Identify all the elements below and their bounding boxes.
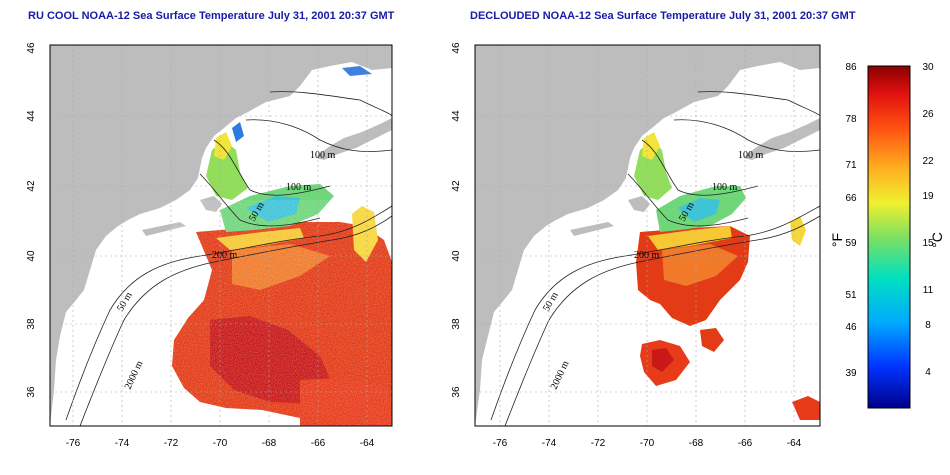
f-tick: 78 bbox=[845, 114, 857, 125]
fahrenheit-unit-label: °F bbox=[829, 233, 845, 247]
right-nova-scotia bbox=[744, 118, 820, 160]
left-land bbox=[50, 45, 392, 426]
right-y-tick: 42 bbox=[451, 180, 462, 192]
right-x-tick: -76 bbox=[493, 438, 508, 449]
c-tick: 30 bbox=[922, 62, 934, 73]
left-contour-label-200m: 200 m bbox=[212, 250, 238, 261]
right-x-tick: -64 bbox=[787, 438, 802, 449]
f-tick: 51 bbox=[845, 290, 857, 301]
left-y-tick: 40 bbox=[26, 250, 37, 262]
colorbar-fahrenheit-ticks: 86 78 71 66 59 51 46 39 bbox=[845, 62, 857, 379]
right-x-tick: -74 bbox=[542, 438, 557, 449]
left-y-axis: 36 38 40 42 44 46 bbox=[26, 42, 37, 398]
left-y-tick: 42 bbox=[26, 180, 37, 192]
left-y-tick: 36 bbox=[26, 386, 37, 398]
left-y-tick: 46 bbox=[26, 42, 37, 54]
right-contour-label-100m-a: 100 m bbox=[738, 150, 764, 161]
left-x-tick: -70 bbox=[213, 438, 228, 449]
right-contour-label-100m-b: 100 m bbox=[712, 182, 738, 193]
left-y-tick: 38 bbox=[26, 318, 37, 330]
colorbar-gradient bbox=[867, 65, 911, 409]
right-x-tick: -68 bbox=[689, 438, 704, 449]
left-contour-label-100m-b: 100 m bbox=[286, 182, 312, 193]
left-grid bbox=[50, 45, 392, 426]
c-tick: 8 bbox=[925, 320, 931, 331]
right-y-tick: 40 bbox=[451, 250, 462, 262]
left-contours bbox=[65, 91, 392, 426]
c-tick: 11 bbox=[923, 285, 934, 296]
right-y-tick: 38 bbox=[451, 318, 462, 330]
left-contour-label-100m-a: 100 m bbox=[310, 150, 336, 161]
celsius-unit-label: °C bbox=[929, 232, 945, 248]
right-y-tick: 46 bbox=[451, 42, 462, 54]
right-sst-field bbox=[634, 132, 820, 420]
c-tick: 4 bbox=[925, 367, 931, 378]
left-y-tick: 44 bbox=[26, 110, 37, 122]
f-tick: 59 bbox=[845, 238, 857, 249]
right-long-island bbox=[570, 222, 614, 236]
right-y-tick: 36 bbox=[451, 386, 462, 398]
left-x-tick: -72 bbox=[164, 438, 179, 449]
f-tick: 86 bbox=[845, 62, 857, 73]
left-cloud-speckle bbox=[170, 200, 392, 426]
f-tick: 39 bbox=[845, 368, 857, 379]
f-tick: 71 bbox=[845, 160, 857, 171]
c-tick: 26 bbox=[922, 109, 934, 120]
left-x-tick: -76 bbox=[66, 438, 81, 449]
right-y-tick: 44 bbox=[451, 110, 462, 122]
colorbar: 86 78 71 66 59 51 46 39 30 26 22 19 15 1… bbox=[829, 62, 945, 409]
right-cape-cod bbox=[628, 196, 650, 212]
left-x-axis: -76 -74 -72 -70 -68 -66 -64 bbox=[66, 438, 375, 449]
right-y-axis: 36 38 40 42 44 46 bbox=[451, 42, 462, 398]
left-x-tick: -64 bbox=[360, 438, 375, 449]
right-x-axis: -76 -74 -72 -70 -68 -66 -64 bbox=[493, 438, 802, 449]
c-tick: 19 bbox=[922, 191, 934, 202]
left-x-tick: -66 bbox=[311, 438, 326, 449]
colorbar-celsius-ticks: 30 26 22 19 15 11 8 4 bbox=[922, 62, 934, 378]
right-land bbox=[475, 45, 820, 426]
left-x-tick: -68 bbox=[262, 438, 277, 449]
right-x-tick: -72 bbox=[591, 438, 606, 449]
left-map: 100 m 100 m 50 m 200 m 50 m 2000 m -76 -… bbox=[26, 42, 393, 449]
right-x-tick: -66 bbox=[738, 438, 753, 449]
left-map-title: RU COOL NOAA-12 Sea Surface Temperature … bbox=[28, 10, 395, 22]
f-tick: 46 bbox=[845, 322, 857, 333]
right-x-tick: -70 bbox=[640, 438, 655, 449]
c-tick: 15 bbox=[922, 238, 934, 249]
c-tick: 22 bbox=[922, 156, 934, 167]
right-map: 100 m 100 m 50 m 200 m 50 m 2000 m -76 -… bbox=[451, 42, 821, 449]
right-map-title: DECLOUDED NOAA-12 Sea Surface Temperatur… bbox=[470, 10, 856, 22]
left-nova-scotia bbox=[316, 118, 392, 160]
right-grid bbox=[475, 45, 820, 426]
left-x-tick: -74 bbox=[115, 438, 130, 449]
f-tick: 66 bbox=[845, 193, 857, 204]
